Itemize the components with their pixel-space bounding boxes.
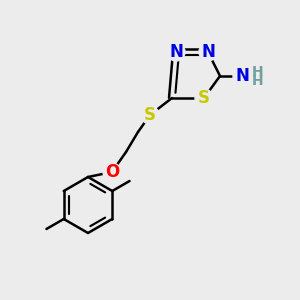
Text: O: O <box>105 163 119 181</box>
Text: S: S <box>198 89 210 107</box>
Circle shape <box>195 89 213 107</box>
Text: S: S <box>144 106 156 124</box>
Circle shape <box>103 163 121 181</box>
Text: H: H <box>252 74 264 88</box>
Text: N: N <box>235 67 249 85</box>
Text: H: H <box>252 65 264 79</box>
Circle shape <box>167 43 185 61</box>
Circle shape <box>199 43 217 61</box>
Circle shape <box>141 106 159 124</box>
Circle shape <box>233 67 251 85</box>
Text: N: N <box>169 43 183 61</box>
Text: N: N <box>201 43 215 61</box>
